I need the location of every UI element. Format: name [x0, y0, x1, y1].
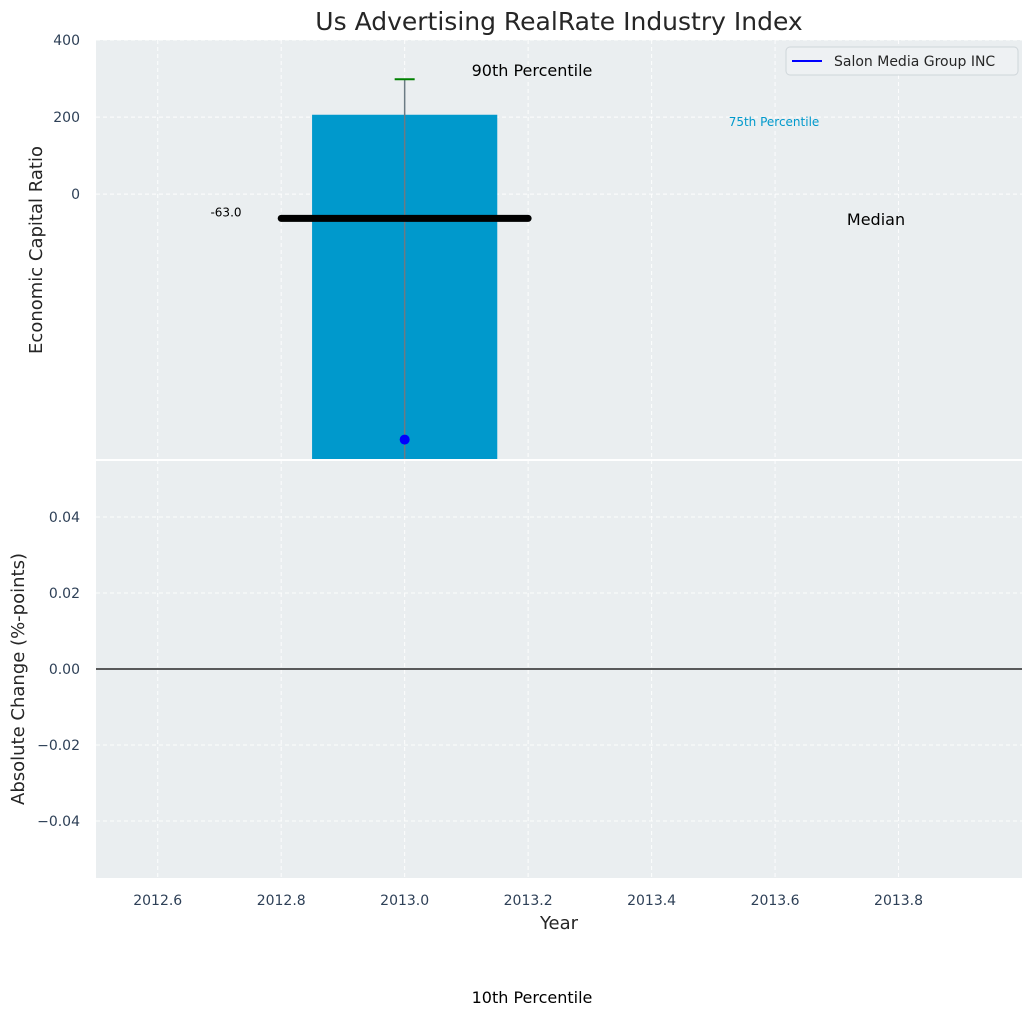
bottom-y-tick-label: 0.04	[49, 510, 80, 526]
x-axis-ticks: 2012.6 2012.8 2013.0 2013.2 2013.4 2013.6 2013…	[133, 893, 923, 909]
legend: Salon Media Group INC	[785, 46, 1019, 76]
bottom-y-tick-label: 0.00	[49, 662, 80, 678]
chart-title: Us Advertising RealRate Industry Index	[315, 7, 802, 36]
top-panel-background	[96, 40, 1022, 460]
x-axis-label: Year	[539, 913, 579, 934]
bottom-y-tick-label: 0.02	[49, 586, 80, 602]
p75-annotation: 75th Percentile	[729, 115, 820, 129]
top-panel-y-ticks: 400 200 0	[53, 33, 80, 203]
p90-annotation: 90th Percentile	[472, 61, 593, 80]
company-point	[399, 434, 410, 445]
median-value-label: -63.0	[210, 205, 241, 219]
x-tick-label: 2013.4	[627, 893, 676, 909]
legend-box	[785, 46, 1019, 76]
top-panel-marks	[277, 78, 532, 461]
x-tick-label: 2013.2	[504, 893, 553, 909]
x-tick-label: 2013.0	[380, 893, 429, 909]
bottom-y-tick-label: −0.04	[37, 814, 80, 830]
bottom-panel-y-ticks: 0.04 0.02 0.00 −0.02 −0.04	[37, 510, 80, 830]
bottom-y-tick-label: −0.02	[37, 738, 80, 754]
p10-annotation: 10th Percentile	[472, 988, 593, 1007]
top-y-tick-label: 0	[71, 187, 80, 203]
x-tick-label: 2013.6	[751, 893, 800, 909]
x-tick-label: 2012.6	[133, 893, 182, 909]
legend-entry: Salon Media Group INC	[834, 54, 995, 70]
top-y-tick-label: 200	[53, 110, 80, 126]
bottom-panel: 0.04 0.02 0.00 −0.02 −0.04 2012.6 2012.8 2013.…	[8, 459, 1022, 934]
bottom-y-axis-label: Absolute Change (%-points)	[8, 553, 29, 805]
x-tick-label: 2013.8	[874, 893, 923, 909]
top-y-axis-label: Economic Capital Ratio	[26, 146, 47, 354]
top-y-tick-label: 400	[53, 33, 80, 49]
x-tick-label: 2012.8	[257, 893, 306, 909]
top-panel: 400 200 0 Economic Capital Ratio -63.0 90t…	[26, 33, 1022, 461]
median-annotation: Median	[847, 210, 905, 229]
